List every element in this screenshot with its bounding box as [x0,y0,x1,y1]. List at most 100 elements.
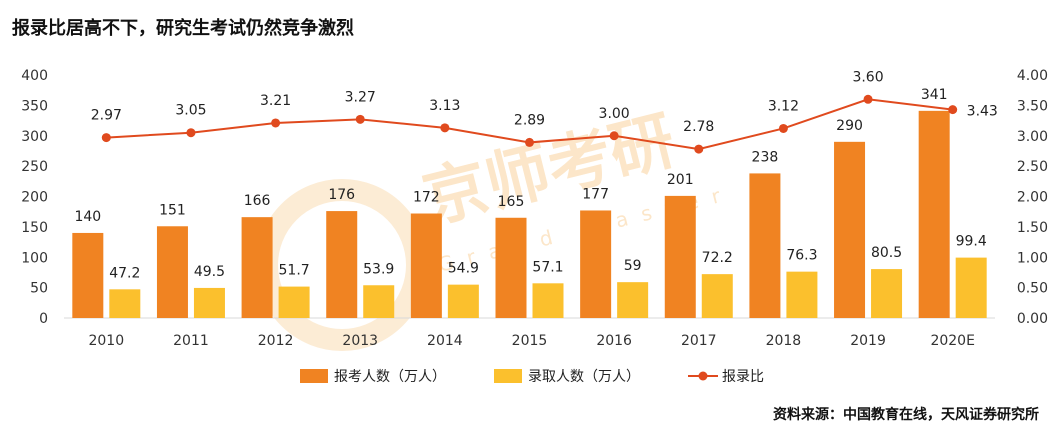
bar-applicants [326,211,358,318]
y-right-tick-label: 4.00 [1017,68,1048,84]
x-tick-label: 2010 [88,333,124,349]
y-left-tick-label: 150 [21,220,48,236]
y-right-tick-label: 0.50 [1017,281,1048,297]
legend-swatch-1 [494,369,522,383]
bar-value-label: 53.9 [363,261,394,277]
chart-title: 报录比居高不下，研究生考试仍然竞争激烈 [12,18,354,39]
ratio-value-label: 2.89 [514,112,545,128]
ratio-value-label: 3.13 [429,98,460,114]
legend-marker-2 [698,371,708,381]
ratio-point [186,128,196,138]
y-left-tick-label: 250 [21,159,48,175]
bar-admitted [617,282,649,318]
x-tick-label: 2020E [930,333,974,349]
ratio-value-label: 3.27 [345,89,376,105]
bar-applicants [156,226,188,318]
x-tick-label: 2018 [766,333,802,349]
bar-value-label: 72.2 [702,250,733,266]
ratio-point [271,118,281,128]
bar-applicants [410,213,442,318]
y-left-tick-label: 400 [21,68,48,84]
bar-value-label: 165 [498,194,525,210]
ratio-value-label: 3.05 [175,103,206,119]
y-right-tick-label: 2.50 [1017,159,1048,175]
ratio-point [101,133,111,143]
x-tick-label: 2012 [258,333,294,349]
bar-value-label: 172 [413,190,440,206]
bar-value-label: 59 [624,258,642,274]
bar-value-label: 166 [244,193,271,209]
bar-value-label: 290 [836,118,863,134]
bar-applicants [495,217,527,318]
bar-applicants [72,232,104,318]
bar-admitted [871,269,903,318]
source-note: 资料来源：中国教育在线，天风证券研究所 [773,407,1039,423]
x-tick-label: 2014 [427,333,463,349]
bar-applicants [918,110,950,318]
y-right-tick-label: 1.00 [1017,250,1048,266]
x-tick-label: 2017 [681,333,717,349]
bar-admitted [109,289,141,318]
ratio-point [778,123,788,133]
bar-admitted [447,284,479,318]
ratio-value-label: 2.78 [683,119,714,135]
x-tick-label: 2016 [596,333,632,349]
bar-admitted [701,274,733,318]
bar-applicants [664,195,696,318]
bar-value-label: 51.7 [279,263,310,279]
bar-value-label: 49.5 [194,264,225,280]
y-right-tick-label: 1.50 [1017,220,1048,236]
ratio-point [948,105,958,115]
bar-value-label: 54.9 [448,261,479,277]
y-left-tick-label: 350 [21,98,48,114]
bar-value-label: 341 [921,87,948,103]
ratio-value-label: 3.60 [852,69,883,85]
y-left-tick-label: 0 [39,311,48,327]
axes: 0 50 100 150 200 250 300 350 400 0.00 0.50 1.00 1.50… [21,68,1048,349]
y-right-tick-label: 0.00 [1017,311,1048,327]
x-tick-label: 2011 [173,333,209,349]
bar-value-label: 151 [159,202,186,218]
ratio-point [694,144,704,154]
x-tick-label: 2015 [512,333,548,349]
legend-label: 报录比 [722,369,764,385]
ratio-point [863,94,873,104]
ratio-point [609,131,619,141]
legend-label: 报考人数（万人） [334,369,446,385]
bar-value-label: 47.2 [109,265,140,281]
y-right-tick-label: 3.00 [1017,129,1048,145]
bar-value-label: 57.1 [532,259,563,275]
bar-value-label: 201 [667,172,694,188]
ratio-point [525,137,534,147]
bar-admitted [193,287,225,318]
bar-admitted [532,283,564,318]
bar-admitted [363,285,395,318]
ratio-value-label: 3.21 [260,93,291,109]
legend-label: 录取人数（万人） [528,369,640,385]
bar-applicants [241,217,273,318]
bar-admitted [786,271,818,318]
x-tick-label: 2019 [850,333,886,349]
ratio-value-label: 3.00 [599,106,630,122]
data-labels: 140 151 166 176 172 165 177 201 238 290 341 47.2 49.… [74,69,997,281]
ratio-point [440,123,450,133]
legend-swatch-0 [300,369,328,383]
ratio-value-label: 2.97 [91,108,122,124]
bar-value-label: 80.5 [871,245,902,261]
y-right-tick-label: 2.00 [1017,190,1048,206]
bar-value-label: 76.3 [786,248,817,264]
bar-value-label: 99.4 [956,234,987,250]
ratio-value-label: 3.43 [967,104,998,120]
bar-value-label: 238 [752,149,779,165]
y-left-tick-label: 300 [21,129,48,145]
bar-applicants [749,173,781,318]
ratio-line [101,94,958,154]
y-left-tick-label: 200 [21,190,48,206]
bars [72,110,987,318]
bar-value-label: 176 [328,187,355,203]
x-tick-label: 2013 [342,333,378,349]
y-left-tick-label: 100 [21,250,48,266]
ratio-value-label: 3.12 [768,98,799,114]
bar-value-label: 140 [74,209,101,225]
